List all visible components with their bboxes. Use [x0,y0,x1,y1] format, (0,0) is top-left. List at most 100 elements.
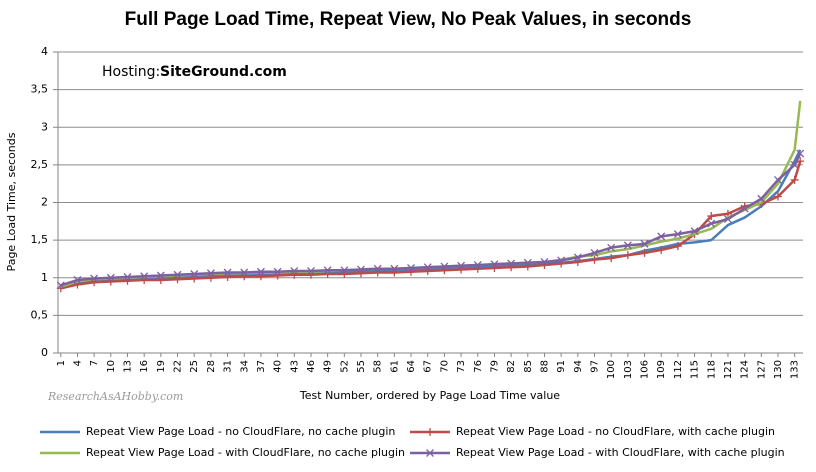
point-marker [607,243,616,252]
point-marker [623,251,632,260]
x-tick-label: 73 [456,360,467,373]
point-marker [673,230,682,239]
x-tick-label: 1 [56,360,67,366]
point-marker [557,256,566,265]
point-marker [390,264,399,273]
point-marker [223,268,232,277]
x-tick-label: 49 [323,360,334,373]
point-marker [573,257,582,266]
point-marker [206,269,215,278]
point-marker [757,194,766,203]
point-marker [240,268,249,277]
x-tick-label: 19 [156,360,167,373]
x-tick-label: 130 [773,360,784,379]
point-marker [790,160,799,169]
legend-marker [426,428,434,436]
x-tick-label: 124 [740,360,751,379]
point-marker [56,281,65,290]
x-tick-label: 118 [706,360,717,379]
point-marker [423,263,432,272]
y-axis-title: Page Load Time, seconds [5,132,18,271]
x-tick-label: 22 [173,360,184,373]
y-tick-label: 1 [41,271,48,284]
series-line [60,160,802,290]
x-tick-label: 91 [556,360,567,373]
legend-label: Repeat View Page Load - no CloudFlare, w… [456,425,775,438]
series-line [60,100,802,288]
point-marker [340,266,349,275]
point-marker [106,273,115,282]
point-marker [357,265,365,274]
x-tick-label: 4 [72,360,83,366]
x-tick-label: 25 [189,360,200,373]
x-tick-label: 79 [489,360,500,373]
x-tick-label: 64 [406,360,417,373]
point-marker [690,227,699,236]
x-tick-label: 46 [306,360,317,373]
y-tick-label: 4 [41,45,48,58]
y-tick-label: 0,5 [31,308,49,321]
point-marker [173,270,182,279]
point-marker [273,267,282,276]
x-tick-label: 112 [673,360,684,379]
point-marker [623,241,632,250]
point-marker [790,175,799,184]
x-tick-label: 88 [539,360,550,373]
point-marker [190,270,199,278]
x-tick-label: 37 [256,360,267,373]
point-marker [256,267,265,276]
legend-marker [426,449,434,457]
point-marker [407,264,416,272]
x-tick-label: 52 [339,360,350,373]
x-tick-label: 7 [89,360,100,366]
x-tick-label: 31 [223,360,234,373]
y-tick-label: 0 [41,346,48,359]
x-tick-label: 97 [590,360,601,373]
x-tick-label: 28 [206,360,217,373]
point-marker [740,204,749,213]
x-tick-label: 58 [373,360,384,373]
watermark: ResearchAsAHobby.com [47,390,183,403]
y-tick-label: 3 [41,120,48,133]
point-marker [156,271,165,280]
point-marker [707,212,716,221]
x-tick-label: 121 [723,360,734,379]
x-tick-label: 70 [439,360,450,373]
x-tick-label: 127 [756,360,767,379]
point-marker [90,274,99,283]
legend-label: Repeat View Page Load - with CloudFlare,… [456,446,785,459]
point-marker [323,266,332,275]
y-tick-label: 1,5 [31,233,49,246]
point-marker [123,273,132,281]
point-marker [473,260,482,269]
x-tick-label: 94 [573,360,584,373]
x-tick-label: 43 [289,360,300,373]
x-tick-label: 10 [106,360,117,373]
point-marker [540,257,549,266]
x-tick-label: 100 [606,360,617,379]
x-tick-label: 67 [423,360,434,373]
point-marker [640,239,649,248]
point-marker [657,245,666,254]
chart-title: Full Page Load Time, Repeat View, No Pea… [125,9,692,30]
point-marker [307,267,315,275]
y-tick-label: 2,5 [31,158,49,171]
point-marker [507,259,516,268]
point-marker [590,248,599,257]
point-marker [457,261,466,270]
point-marker [573,253,582,262]
x-tick-label: 133 [790,360,801,379]
annotation-label: Hosting: [102,64,160,80]
x-tick-label: 16 [139,360,150,373]
point-marker [373,264,382,273]
x-tick-label: 40 [273,360,284,373]
y-tick-label: 3,5 [31,83,49,96]
annotation-value: SiteGround.com [160,64,287,80]
legend-label: Repeat View Page Load - with CloudFlare,… [86,446,405,459]
point-marker [490,260,499,269]
legend-label: Repeat View Page Load - no CloudFlare, n… [86,425,395,438]
x-tick-label: 109 [656,360,667,379]
x-tick-label: 103 [623,360,634,379]
point-marker [290,267,299,275]
